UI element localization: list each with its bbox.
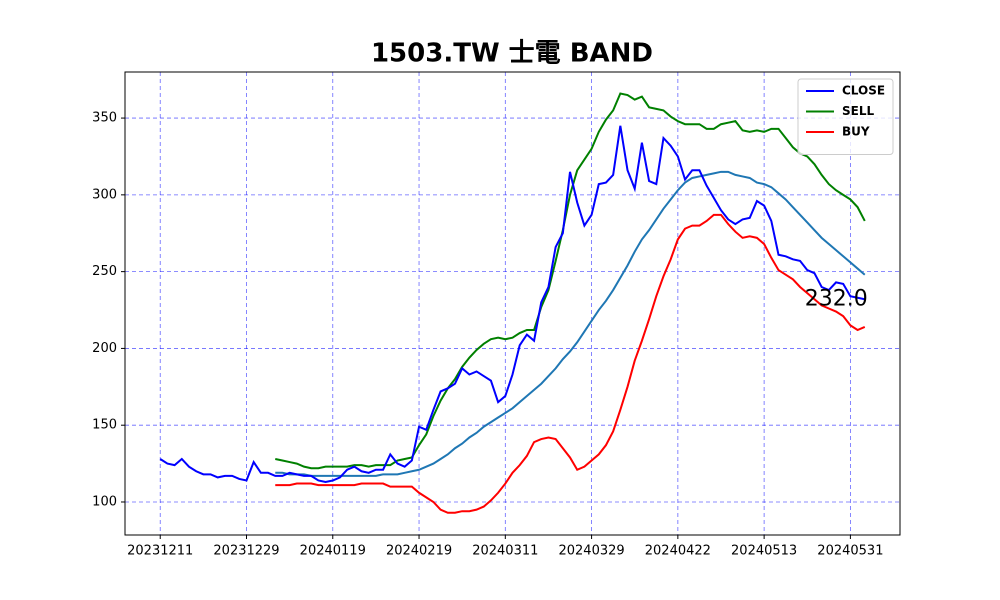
series-line: [275, 213, 866, 514]
x-tick-label: 20240329: [558, 544, 624, 559]
x-tick-label: 20231211: [127, 544, 193, 559]
legend-box: [797, 78, 894, 155]
series-line: [159, 125, 865, 484]
legend-label: SELL: [842, 104, 874, 118]
series-line: [275, 170, 866, 477]
y-tick-label: 250: [92, 264, 117, 279]
plot-frame: [124, 71, 901, 536]
x-tick-label: 20240422: [645, 544, 711, 559]
legend-label: BUY: [842, 125, 870, 139]
y-tick-label: 150: [92, 418, 117, 433]
y-tick-label: 200: [92, 341, 117, 356]
x-tick-label: 20240513: [731, 544, 797, 559]
x-tick-label: 20240531: [817, 544, 883, 559]
y-tick-label: 100: [92, 494, 117, 509]
chart-title: 1503.TW 士電 BAND: [371, 39, 653, 69]
x-tick-label: 20240119: [300, 544, 366, 559]
x-tick-label: 20240219: [386, 544, 452, 559]
legend-label: CLOSE: [842, 84, 885, 98]
x-tick-label: 20240311: [472, 544, 538, 559]
series-line: [275, 92, 866, 470]
y-tick-label: 350: [92, 111, 117, 126]
x-tick-label: 20231229: [213, 544, 279, 559]
annotation: 232.0: [805, 286, 868, 311]
y-tick-label: 300: [92, 187, 117, 202]
